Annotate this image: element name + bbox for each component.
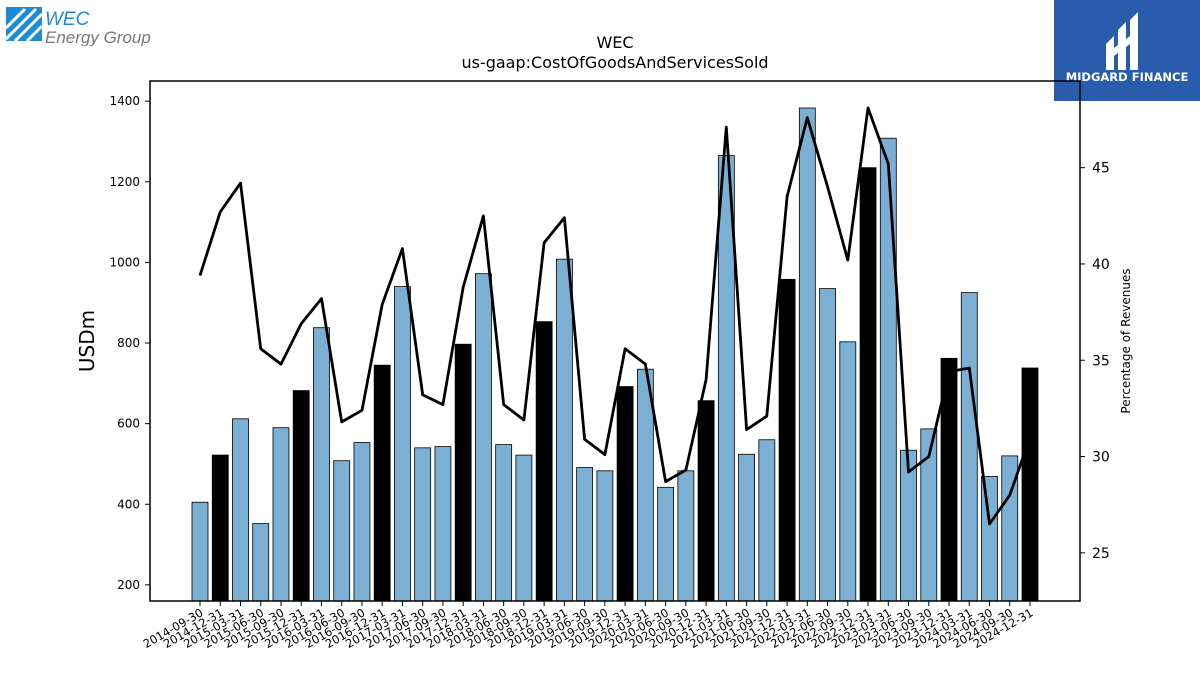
bar-2022-12-31 [859,167,877,602]
bar-2017-03-31 [394,286,411,602]
bar-2022-06-30 [819,288,836,602]
midgard-logo-text: MIDGARD FINANCE [1066,70,1189,84]
y-tick-label: 1000 [109,255,140,269]
y-tick-label: 1400 [109,94,140,108]
bar-2015-12-31 [292,390,310,602]
bar-2023-03-31 [879,137,897,602]
bar-2018-12-31 [535,321,553,602]
bar-2019-06-30 [576,467,594,602]
bar-2017-12-31 [454,343,472,602]
y2-tick-label: 40 [1092,257,1110,273]
y-tick-label: 1200 [109,175,140,189]
bar-2018-03-31 [475,273,492,602]
bar-2015-03-31 [232,418,249,602]
bar-2022-09-30 [839,341,857,602]
bar-2015-09-30 [272,427,290,602]
bar-2017-09-30 [434,446,452,602]
y-axis-label: USDm [75,310,99,372]
plot-frame [149,80,1081,602]
bar-2016-03-31 [313,327,330,602]
bar-2016-12-31 [373,364,391,602]
y-tick-label: 400 [117,497,140,511]
chart-title: WEC [596,33,633,52]
y2-tick-label: 45 [1092,161,1110,177]
bar-2024-06-30 [981,476,998,602]
bar-2015-06-30 [252,523,270,602]
bar-2016-06-30 [333,460,351,602]
y2-tick-label: 25 [1092,546,1110,562]
bar-2022-03-31 [798,107,816,602]
bar-2024-03-31 [960,292,978,602]
bar-2018-09-30 [515,454,533,602]
midgard-logo-mark [1106,12,1138,70]
wec-energy-logo: WEC Energy Group [4,6,165,47]
energy-group-logo-text: Energy Group [45,28,151,46]
bar-2018-06-30 [495,444,513,602]
bar-2020-12-31 [697,400,715,602]
bar-2016-09-30 [353,442,371,602]
y-tick-label: 200 [117,578,140,592]
bar-2014-12-31 [211,454,229,602]
bar-2017-06-30 [414,447,432,602]
bar-2021-09-30 [758,439,776,602]
bar-2020-06-30 [657,486,675,602]
bar-2014-09-30 [191,501,209,602]
bar-2024-12-31 [1021,367,1039,602]
chart-subtitle: us-gaap:CostOfGoodsAndServicesSold [461,53,768,72]
wec-logo-text: WEC [45,9,90,30]
bar-2019-12-31 [616,386,634,602]
y-tick-label: 600 [117,417,140,431]
bar-2019-09-30 [596,470,614,602]
bar-2021-12-31 [778,278,796,602]
series-line-percentage [198,106,1032,526]
y-tick-label: 800 [117,336,140,350]
y2-tick-label: 35 [1092,353,1110,369]
midgard-finance-logo: MIDGARD FINANCE [1054,0,1200,101]
bar-2021-06-30 [738,453,755,602]
y2-tick-label: 30 [1092,450,1110,466]
bar-2020-09-30 [677,470,695,602]
bar-2019-03-31 [555,258,573,602]
y2-axis-label: Percentage of Revenues [1119,268,1133,413]
